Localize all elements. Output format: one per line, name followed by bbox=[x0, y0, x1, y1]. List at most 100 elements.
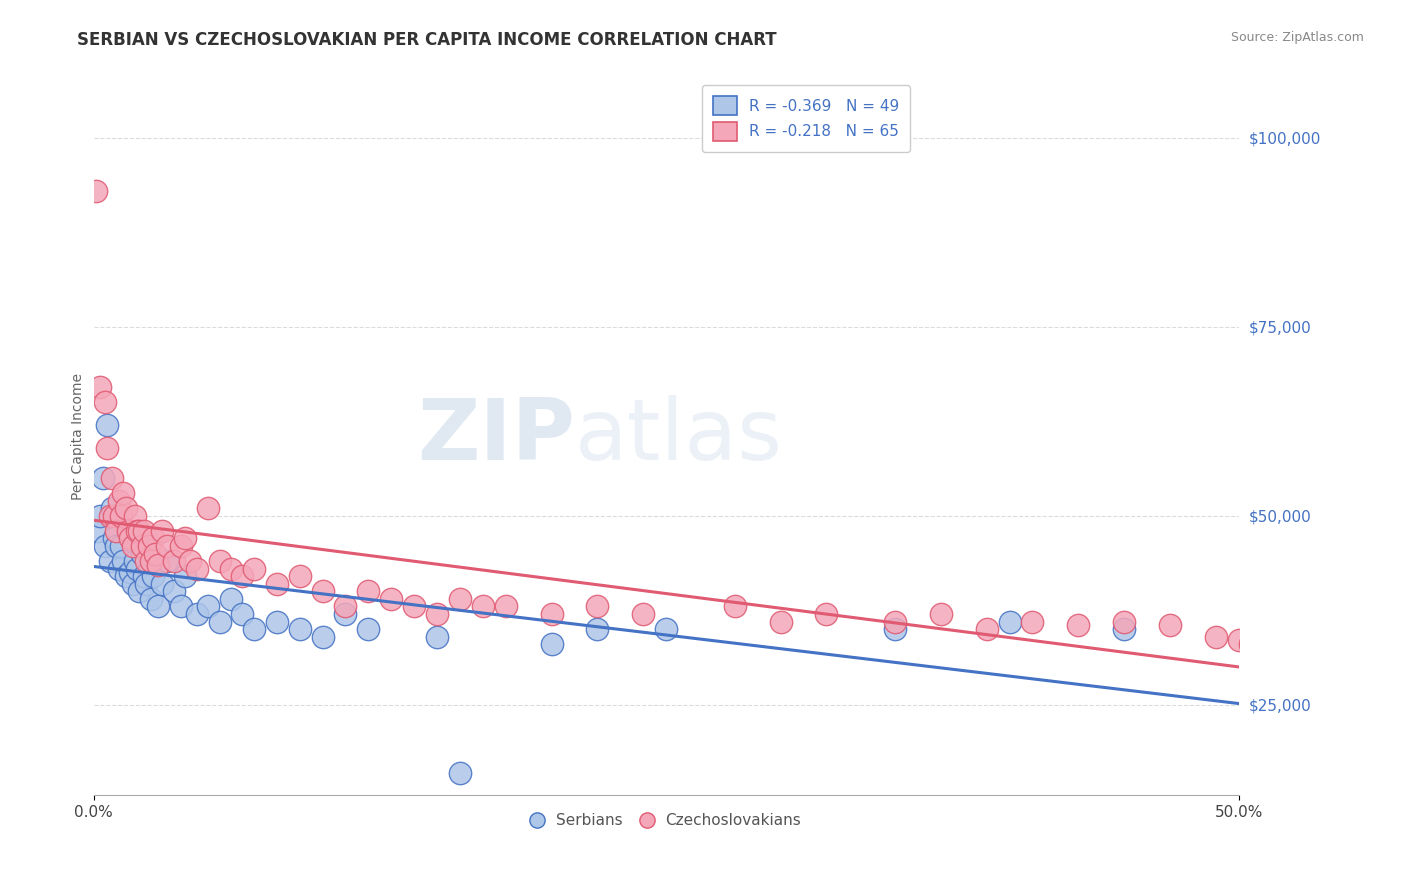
Point bbox=[186, 562, 208, 576]
Point bbox=[1114, 615, 1136, 629]
Point bbox=[357, 584, 380, 599]
Point bbox=[117, 524, 139, 538]
Point bbox=[101, 501, 124, 516]
Point bbox=[335, 599, 357, 614]
Point bbox=[769, 615, 792, 629]
Point bbox=[89, 380, 111, 394]
Point bbox=[84, 184, 107, 198]
Point bbox=[114, 569, 136, 583]
Point bbox=[132, 524, 155, 538]
Point bbox=[380, 591, 402, 606]
Point bbox=[426, 607, 449, 621]
Point bbox=[110, 539, 132, 553]
Text: atlas: atlas bbox=[575, 395, 783, 478]
Point bbox=[139, 554, 162, 568]
Point bbox=[146, 599, 169, 614]
Point bbox=[107, 493, 129, 508]
Point bbox=[266, 615, 288, 629]
Point bbox=[112, 486, 135, 500]
Point bbox=[976, 622, 998, 636]
Point bbox=[94, 539, 117, 553]
Point bbox=[163, 584, 186, 599]
Point bbox=[105, 524, 128, 538]
Point bbox=[131, 539, 153, 553]
Legend: Serbians, Czechoslovakians: Serbians, Czechoslovakians bbox=[526, 807, 807, 834]
Point bbox=[96, 441, 118, 455]
Point bbox=[449, 765, 471, 780]
Point bbox=[311, 630, 333, 644]
Point bbox=[169, 539, 191, 553]
Point bbox=[124, 508, 146, 523]
Point bbox=[121, 539, 143, 553]
Point bbox=[98, 554, 121, 568]
Point bbox=[110, 508, 132, 523]
Point bbox=[179, 554, 201, 568]
Point bbox=[128, 524, 150, 538]
Point bbox=[884, 615, 907, 629]
Point bbox=[163, 554, 186, 568]
Text: ZIP: ZIP bbox=[416, 395, 575, 478]
Point bbox=[655, 622, 678, 636]
Point bbox=[91, 471, 114, 485]
Point bbox=[288, 569, 311, 583]
Point bbox=[219, 591, 242, 606]
Point bbox=[243, 562, 266, 576]
Point bbox=[150, 524, 173, 538]
Point bbox=[404, 599, 426, 614]
Point bbox=[87, 524, 110, 538]
Point bbox=[208, 554, 231, 568]
Point bbox=[174, 569, 197, 583]
Point bbox=[357, 622, 380, 636]
Point bbox=[107, 562, 129, 576]
Point bbox=[231, 607, 253, 621]
Point bbox=[1205, 630, 1227, 644]
Point bbox=[288, 622, 311, 636]
Point bbox=[135, 554, 157, 568]
Point bbox=[120, 532, 142, 546]
Point bbox=[197, 501, 219, 516]
Point bbox=[114, 501, 136, 516]
Point bbox=[998, 615, 1021, 629]
Point bbox=[186, 607, 208, 621]
Point bbox=[219, 562, 242, 576]
Point bbox=[1021, 615, 1043, 629]
Point bbox=[145, 547, 167, 561]
Point bbox=[471, 599, 494, 614]
Point bbox=[94, 395, 117, 409]
Point bbox=[103, 532, 125, 546]
Point bbox=[103, 508, 125, 523]
Point bbox=[197, 599, 219, 614]
Point bbox=[121, 576, 143, 591]
Point bbox=[335, 607, 357, 621]
Point bbox=[631, 607, 654, 621]
Point bbox=[540, 637, 562, 651]
Point bbox=[146, 558, 169, 572]
Point bbox=[243, 622, 266, 636]
Point bbox=[1239, 637, 1261, 651]
Point bbox=[208, 615, 231, 629]
Point bbox=[169, 599, 191, 614]
Point bbox=[174, 532, 197, 546]
Point bbox=[1114, 622, 1136, 636]
Point bbox=[132, 569, 155, 583]
Point bbox=[117, 524, 139, 538]
Point bbox=[540, 607, 562, 621]
Point bbox=[150, 576, 173, 591]
Point bbox=[156, 539, 179, 553]
Point bbox=[125, 524, 148, 538]
Point bbox=[929, 607, 952, 621]
Point bbox=[131, 547, 153, 561]
Point bbox=[449, 591, 471, 606]
Text: SERBIAN VS CZECHOSLOVAKIAN PER CAPITA INCOME CORRELATION CHART: SERBIAN VS CZECHOSLOVAKIAN PER CAPITA IN… bbox=[77, 31, 778, 49]
Point bbox=[112, 554, 135, 568]
Point bbox=[128, 584, 150, 599]
Point bbox=[724, 599, 747, 614]
Point bbox=[142, 532, 165, 546]
Point bbox=[1159, 618, 1181, 632]
Y-axis label: Per Capita Income: Per Capita Income bbox=[72, 373, 86, 500]
Point bbox=[101, 471, 124, 485]
Point bbox=[1227, 633, 1250, 648]
Point bbox=[124, 554, 146, 568]
Point bbox=[815, 607, 838, 621]
Point bbox=[138, 539, 160, 553]
